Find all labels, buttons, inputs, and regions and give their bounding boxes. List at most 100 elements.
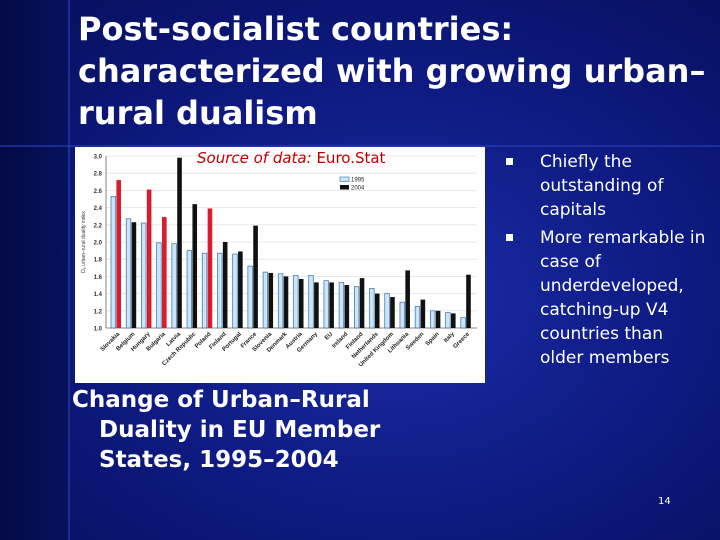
bullet-line: underdeveloped,: [540, 276, 684, 296]
bullet-line: case of: [540, 252, 601, 272]
y-tick-label: 2.8: [94, 172, 103, 178]
left-band: [0, 0, 70, 540]
bar-chart: 1.0 1.2 1.4 1.6 1.8 2.0 2.2 2.4 2.6 2.8 3.0 Dₐ urba…: [81, 155, 477, 368]
bullet-line: More remarkable in: [540, 228, 706, 248]
bar-2004: [268, 272, 274, 328]
bar-2004: [435, 310, 441, 328]
y-tick-label: 1.6: [94, 275, 103, 281]
bar-1995: [186, 250, 192, 329]
bar-2004: [283, 276, 289, 328]
bar-1995: [232, 253, 238, 329]
title-line: characterized with growing urban–: [78, 52, 706, 90]
chart-caption: Change of Urban–Rural Duality in EU Memb…: [72, 385, 492, 475]
y-tick-label: 1.2: [94, 309, 103, 315]
bar-1995: [353, 286, 360, 329]
x-tick-label: Spain: [425, 331, 441, 347]
bar-1995: [369, 288, 375, 329]
bar-2004: [162, 217, 167, 328]
vertical-rule: [68, 0, 70, 540]
bar-1995: [293, 275, 299, 329]
bar-1995: [323, 280, 329, 329]
slide-title: Post-socialist countries: characterized …: [78, 8, 718, 134]
bullet-line: catching-up V4: [540, 300, 669, 320]
y-tick-label: 3.0: [94, 155, 103, 161]
x-tick-label: Italy: [443, 331, 456, 344]
bar-1995: [384, 293, 390, 329]
bar-1995: [247, 265, 253, 329]
y-tick-label: 2.6: [94, 189, 103, 195]
bar-1995: [399, 301, 405, 329]
bar-1995: [217, 252, 223, 329]
y-axis-label: Dₐ urban–rural duality index: [81, 211, 87, 273]
bar-2004: [466, 274, 471, 328]
legend-label-1995: 1995: [351, 178, 365, 184]
bar-2004: [420, 299, 426, 328]
y-tick-label: 2.0: [94, 241, 103, 247]
bar-2004: [222, 242, 228, 328]
caption-line: Duality in EU Member: [99, 417, 381, 443]
bar-1995: [430, 310, 436, 329]
x-tick-label: EU: [324, 331, 334, 341]
bar-1995: [141, 222, 147, 329]
data-source-label: Source of data:: [197, 149, 312, 167]
bullet-line: Chiefly the: [540, 152, 632, 172]
page-number: 14: [658, 496, 671, 507]
bar-1995: [338, 282, 345, 329]
bar-1995: [308, 275, 314, 329]
y-tick-label: 2.2: [94, 223, 103, 229]
y-tick-label: 1.0: [94, 327, 103, 333]
chart-panel: 1.0 1.2 1.4 1.6 1.8 2.0 2.2 2.4 2.6 2.8 3.0 Dₐ urba…: [75, 147, 485, 383]
y-tick-label: 1.8: [94, 258, 103, 264]
bar-1995: [110, 196, 116, 329]
caption-line: States, 1995–2004: [99, 447, 339, 473]
bar-1995: [262, 271, 269, 329]
bar-2004: [405, 270, 410, 328]
bar-1995: [156, 242, 162, 329]
bar-2004: [192, 204, 198, 328]
bar-2004: [359, 278, 365, 328]
bar-2004: [329, 282, 334, 328]
bar-1995: [460, 317, 466, 329]
x-tick-label: Greece: [452, 331, 471, 350]
y-tick-label: 2.4: [94, 206, 103, 212]
square-bullet-icon: [506, 158, 513, 165]
bar-1995: [201, 252, 208, 329]
data-source-value: Euro.Stat: [311, 149, 386, 167]
data-source: Source of data: Euro.Stat: [197, 149, 385, 167]
bar-2004: [374, 293, 380, 328]
bar-2004: [253, 225, 258, 328]
legend-swatch-1995: [339, 176, 350, 182]
bar-2004: [131, 222, 137, 328]
bullet-line: countries than: [540, 324, 664, 344]
bar-2004: [298, 278, 304, 328]
square-bullet-icon: [506, 234, 513, 241]
bar-1995: [277, 273, 284, 329]
legend-swatch-2004: [340, 185, 349, 190]
bar-1995: [445, 312, 451, 329]
bullet-line: older members: [540, 348, 670, 368]
bullet-item: More remarkable in case of underdevelope…: [500, 226, 715, 370]
bar-1995: [414, 306, 421, 329]
bullet-line: outstanding of: [540, 176, 664, 196]
bar-2004: [344, 285, 350, 328]
bar-2004: [146, 189, 152, 328]
bar-2004: [116, 180, 121, 328]
bar-1995: [125, 218, 132, 329]
caption-line: Change of Urban–Rural: [72, 387, 370, 413]
bar-1995: [171, 243, 177, 329]
bar-2004: [177, 157, 182, 328]
bullet-line: capitals: [540, 200, 606, 220]
y-tick-label: 1.4: [94, 292, 103, 298]
bar-2004: [238, 251, 243, 328]
bullet-item: Chiefly the outstanding of capitals: [500, 150, 715, 222]
title-line: rural dualism: [78, 94, 318, 132]
legend-label-2004: 2004: [351, 186, 365, 192]
bar-2004: [207, 208, 213, 328]
title-line: Post-socialist countries:: [78, 10, 514, 48]
horizontal-rule: [0, 145, 720, 147]
bar-2004: [314, 282, 319, 328]
bar-2004: [450, 313, 456, 328]
bullet-list: Chiefly the outstanding of capitals More…: [500, 150, 715, 374]
bar-2004: [390, 297, 395, 328]
